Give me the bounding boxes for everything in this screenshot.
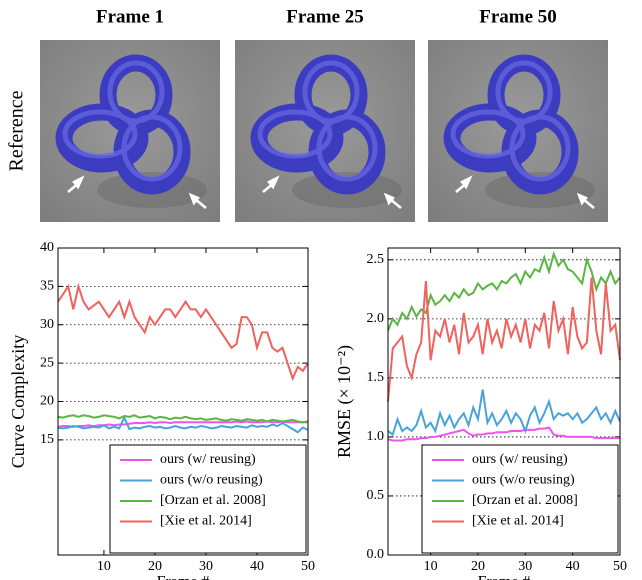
x-tick-label: 30 xyxy=(518,559,532,574)
y-tick-label: 1.5 xyxy=(367,370,385,385)
x-tick-label: 20 xyxy=(471,559,485,574)
figure: Frame 1 Frame 25 Frame 50 Reference 15 20… xyxy=(0,0,642,580)
frame-title: Frame 25 xyxy=(286,6,364,27)
series-line xyxy=(388,278,620,402)
x-tick-label: 10 xyxy=(97,559,111,574)
y-tick-label: 20 xyxy=(40,394,54,409)
y-tick-label: 35 xyxy=(40,279,54,294)
x-tick-label: 40 xyxy=(566,559,580,574)
y-tick-label: 0.5 xyxy=(367,488,385,503)
legend-label: ours (w/o reusing) xyxy=(472,473,575,488)
row-label: Reference xyxy=(6,90,28,171)
frame-title: Frame 50 xyxy=(479,6,557,27)
y-axis-label: RMSE (× 10⁻²) xyxy=(334,345,355,458)
legend-label: [Xie et al. 2014] xyxy=(472,514,564,529)
y-axis-label: Curve Complexity xyxy=(8,335,28,469)
series-line xyxy=(388,390,620,435)
x-tick-label: 10 xyxy=(424,559,438,574)
y-tick-label: 0.0 xyxy=(367,547,385,562)
x-tick-label: 20 xyxy=(148,559,162,574)
series-line xyxy=(58,415,308,422)
legend-label: [Orzan et al. 2008] xyxy=(472,493,578,508)
y-tick-label: 15 xyxy=(40,432,54,447)
y-tick-label: 1.0 xyxy=(367,429,385,444)
x-axis-label: Frame # xyxy=(157,574,210,580)
frame-image xyxy=(235,40,415,222)
x-tick-label: 40 xyxy=(250,559,264,574)
frame-image xyxy=(40,40,220,222)
y-tick-label: 25 xyxy=(40,355,54,370)
series-line xyxy=(58,286,308,378)
legend-label: [Orzan et al. 2008] xyxy=(160,493,266,508)
y-tick-label: 40 xyxy=(40,240,54,255)
x-axis-label: Frame # xyxy=(478,574,531,580)
frame-title: Frame 1 xyxy=(96,6,164,27)
y-tick-label: 2.5 xyxy=(367,252,385,267)
page: Frame 1 Frame 25 Frame 50 Reference 15 20… xyxy=(0,0,642,580)
series-line xyxy=(388,427,620,440)
legend-label: ours (w/ reusing) xyxy=(472,452,568,467)
x-tick-label: 50 xyxy=(613,559,627,574)
frame-image xyxy=(428,40,608,222)
y-tick-label: 2.0 xyxy=(367,311,385,326)
legend-label: ours (w/ reusing) xyxy=(160,452,256,467)
y-tick-label: 30 xyxy=(40,317,54,332)
legend-label: [Xie et al. 2014] xyxy=(160,514,252,529)
x-tick-label: 30 xyxy=(199,559,213,574)
legend-label: ours (w/o reusing) xyxy=(160,473,263,488)
x-tick-label: 50 xyxy=(301,559,315,574)
